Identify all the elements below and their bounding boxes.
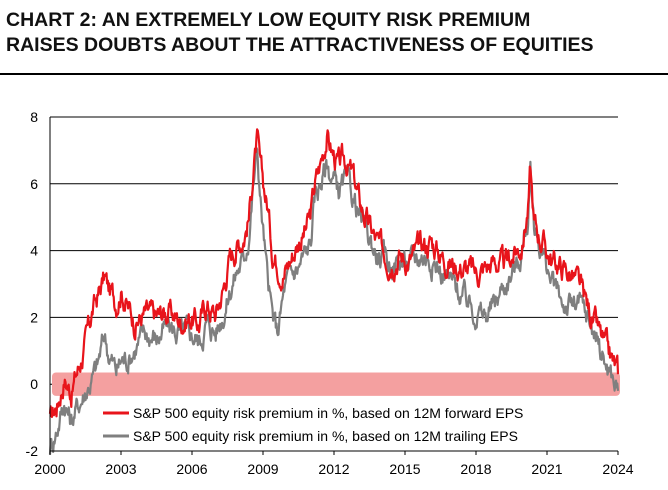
legend: S&P 500 equity risk premium in %, based … — [103, 405, 523, 444]
series-layer — [48, 128, 620, 455]
y-tick-label: 6 — [30, 176, 38, 192]
x-tick-labels: 2000 2003 2006 2009 2012 2015 2018 2021 2024 — [34, 451, 634, 477]
y-tick-label: 8 — [30, 109, 38, 125]
x-tick-label: 2003 — [105, 461, 136, 477]
chart-title-line-2: RAISES DOUBTS ABOUT THE ATTRACTIVENESS O… — [6, 34, 594, 56]
y-tick-label: 4 — [30, 243, 38, 259]
legend-label: S&P 500 equity risk premium in %, based … — [133, 428, 518, 444]
x-tick-label: 2009 — [247, 461, 278, 477]
x-tick-label: 2021 — [531, 461, 562, 477]
x-tick-label: 2012 — [318, 461, 349, 477]
chart-title: CHART 2: AN EXTREMELY LOW EQUITY RISK PR… — [6, 8, 662, 58]
legend-label: S&P 500 equity risk premium in %, based … — [133, 405, 523, 421]
x-tick-label: 2024 — [602, 461, 633, 477]
y-tick-label: -2 — [26, 443, 39, 459]
series-line-forward-eps — [48, 128, 620, 418]
y-tick-label: 2 — [30, 309, 38, 325]
x-tick-label: 2018 — [460, 461, 491, 477]
x-tick-label: 2000 — [34, 461, 65, 477]
x-tick-label: 2006 — [176, 461, 207, 477]
highlight-band — [52, 372, 620, 396]
title-divider — [0, 73, 668, 75]
y-tick-labels: 8 6 4 2 0 -2 — [26, 109, 39, 459]
chart-title-line-1: CHART 2: AN EXTREMELY LOW EQUITY RISK PR… — [6, 9, 531, 31]
y-tick-label: 0 — [30, 376, 38, 392]
x-tick-label: 2015 — [389, 461, 420, 477]
